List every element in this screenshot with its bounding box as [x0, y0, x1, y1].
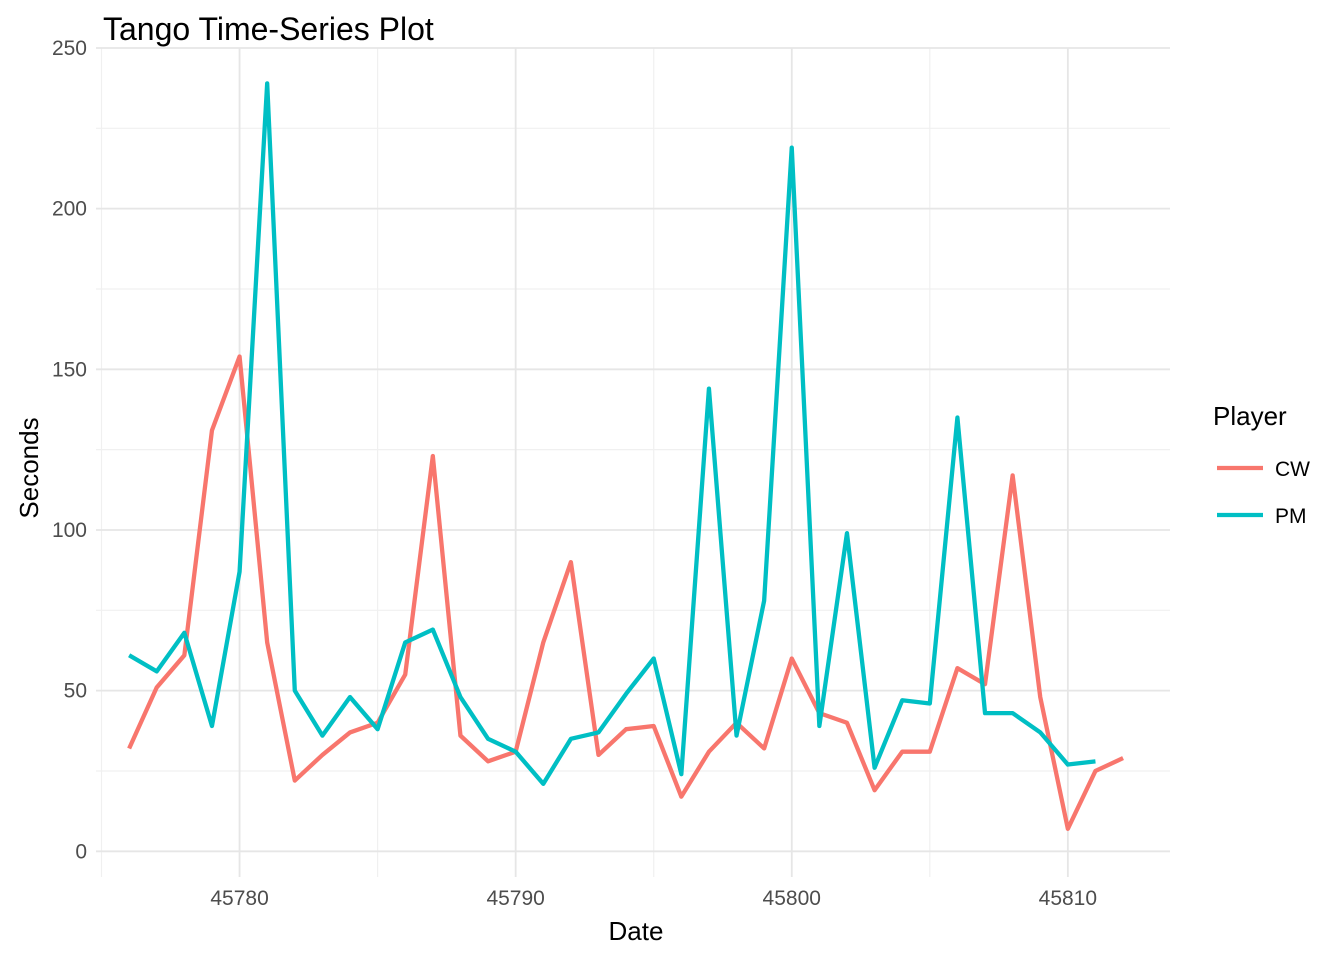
- y-axis-label: Seconds: [14, 417, 44, 518]
- chart-title: Tango Time-Series Plot: [103, 11, 434, 47]
- y-tick-label: 250: [52, 37, 87, 60]
- legend: Player CW PM: [1213, 401, 1310, 528]
- x-tick-label: 45810: [1039, 887, 1097, 910]
- y-tick-label: 50: [64, 680, 87, 703]
- y-tick-label: 150: [52, 358, 87, 381]
- legend-title: Player: [1213, 401, 1287, 431]
- x-axis-ticks: 45780 45790 45800 45810: [210, 887, 1097, 910]
- y-tick-label: 100: [52, 519, 87, 542]
- grid: [96, 47, 1170, 877]
- x-tick-label: 45790: [486, 887, 544, 910]
- y-tick-label: 200: [52, 198, 87, 221]
- legend-label-cw: CW: [1275, 458, 1310, 481]
- y-tick-label: 0: [75, 840, 87, 863]
- x-axis-label: Date: [609, 916, 664, 946]
- x-tick-label: 45800: [763, 887, 821, 910]
- series-lines: [127, 81, 1124, 831]
- x-tick-label: 45780: [210, 887, 268, 910]
- series-line-cw: [127, 354, 1124, 831]
- y-axis-ticks: 0 50 100 150 200 250: [52, 37, 87, 863]
- series-line-pm: [128, 81, 1096, 786]
- legend-label-pm: PM: [1275, 505, 1307, 528]
